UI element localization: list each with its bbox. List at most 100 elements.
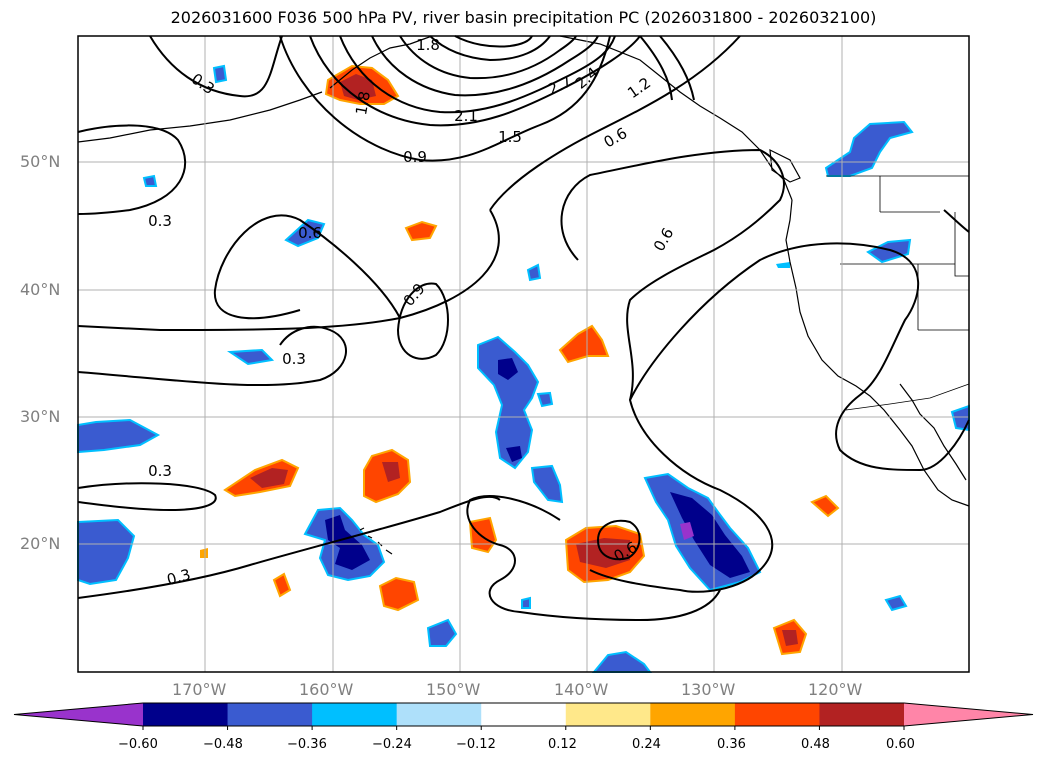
colorbar-tick-label: 0.36 — [717, 737, 746, 752]
contour-label: 0.3 — [148, 462, 172, 480]
pv-contour-0.6-ring — [560, 148, 785, 593]
neg-blob-west-2 — [77, 418, 161, 454]
contour-label: 1.5 — [498, 128, 522, 146]
colorbar-tick-label: −0.36 — [287, 737, 327, 752]
pv-contour-0.6-small-ring — [596, 520, 641, 561]
pv-contours — [77, 35, 970, 622]
pos-blob-7 — [378, 576, 420, 612]
colorbar-tick-label: 0.12 — [548, 737, 577, 752]
pos-blob-2 — [558, 324, 610, 364]
colorbar-tick-label: −0.48 — [203, 737, 243, 752]
colorbar-extend-high — [904, 703, 1033, 726]
aleutian-chain — [77, 91, 323, 143]
pos-blob-4-core — [382, 462, 400, 482]
neg-blob-mid — [530, 464, 564, 504]
neg-blob-8 — [866, 238, 912, 264]
lon-label-160w: 160°W — [299, 680, 354, 699]
neg-blob-15 — [776, 262, 790, 268]
colorbar-segment — [396, 703, 482, 726]
contour-label: 2.1 — [454, 107, 478, 125]
map-area — [78, 36, 969, 672]
state-borders — [840, 176, 969, 331]
colorbar-tick-label: 0.48 — [801, 737, 830, 752]
colorbar-segment — [565, 703, 651, 726]
lat-label-30n: 30°N — [20, 407, 61, 426]
lon-label-120w: 120°W — [808, 680, 863, 699]
neg-blob-central-north — [477, 335, 540, 470]
pos-blob-11 — [200, 548, 208, 558]
contour-label: 0.6 — [298, 224, 322, 242]
colorbar-segment — [143, 703, 229, 726]
colorbar-extend-low — [14, 703, 143, 726]
pv-contour-0.3-south — [77, 482, 217, 512]
pv-contour-1.8 — [371, 35, 599, 97]
colorbar-tick-label: −0.24 — [372, 737, 412, 752]
pv-contour-0.6-main — [77, 35, 741, 332]
pv-contour-1.5 — [339, 35, 616, 114]
colorbar-tick-label: 0.24 — [632, 737, 661, 752]
neg-blob-east-core — [670, 492, 750, 578]
neg-blob-5 — [426, 618, 458, 647]
colorbar-tick-label: −0.60 — [118, 737, 158, 752]
pos-blob-3-core — [250, 468, 288, 488]
pos-blob-10 — [810, 494, 840, 518]
neg-blob-3 — [226, 348, 275, 366]
pv-contour-2.7 — [454, 35, 533, 48]
pv-contour-0.6-east — [629, 242, 970, 472]
contour-label: 1.8 — [352, 90, 374, 117]
colorbar-tick-label: 0.60 — [886, 737, 915, 752]
colorbar-segment — [481, 703, 567, 726]
neg-blob-central-south-core — [506, 446, 522, 462]
lat-label-40n: 40°N — [20, 280, 61, 299]
neg-blob-small-1 — [536, 391, 554, 408]
lon-label-150w: 150°W — [426, 680, 481, 699]
lon-label-170w: 170°W — [172, 680, 227, 699]
neg-blob-13 — [526, 263, 542, 282]
pv-contour-0.3-nw — [77, 124, 187, 215]
coastlines — [77, 35, 970, 555]
colorbar-segment — [819, 703, 905, 726]
hawaiian-islands — [359, 527, 393, 555]
pos-blob-alaska-core — [340, 74, 376, 100]
pv-contour-1.2 — [309, 35, 641, 127]
lon-label-130w: 130°W — [681, 680, 736, 699]
neg-blob-11 — [212, 64, 228, 84]
pv-contour-0.9-east — [659, 35, 695, 101]
jet-contours-tight — [309, 35, 695, 127]
pos-blob-1 — [404, 220, 438, 242]
positive-anomaly-areas — [200, 64, 840, 656]
colorbar-segment — [312, 703, 398, 726]
lon-label-140w: 140°W — [554, 680, 609, 699]
map-title: 2026031600 F036 500 hPa PV, river basin … — [170, 8, 877, 27]
pv-contour-1.2-east — [639, 35, 673, 101]
colorbar-segment — [734, 703, 820, 726]
pos-blob-5 — [468, 516, 498, 554]
pv-contour-2.1 — [399, 35, 577, 80]
alaska-coast — [329, 35, 793, 201]
pv-contour-0.6-inner — [213, 214, 401, 320]
neg-blob-hawaii-core — [325, 515, 370, 570]
neg-blob-east-purple — [680, 522, 694, 540]
map-frame — [77, 35, 970, 673]
contour-label: 1.8 — [416, 36, 440, 54]
graticule — [78, 36, 969, 672]
pv-contour-2.4 — [429, 35, 551, 62]
colorbar-segment — [227, 703, 313, 726]
contour-label: 0.9 — [403, 148, 427, 166]
north-america-coast — [785, 199, 970, 507]
colorbar — [13, 702, 1034, 730]
vancouver-island — [769, 148, 801, 183]
lat-label-50n: 50°N — [20, 152, 61, 171]
neg-blob-west-1 — [77, 518, 136, 586]
colorbar-segment — [650, 703, 736, 726]
pv-contour-0.3-north — [149, 35, 283, 98]
colorbar-tick-label: −0.12 — [456, 737, 496, 752]
pv-contour-0.3-lower — [77, 325, 347, 387]
neg-blob-10 — [884, 594, 908, 612]
neg-blob-14 — [521, 596, 531, 609]
us-mexico-border — [845, 383, 970, 411]
contour-label: 0.3 — [165, 565, 193, 589]
pv-contour-0.3-sw — [77, 495, 501, 599]
pv-contour-0.3-far-east — [943, 209, 970, 233]
